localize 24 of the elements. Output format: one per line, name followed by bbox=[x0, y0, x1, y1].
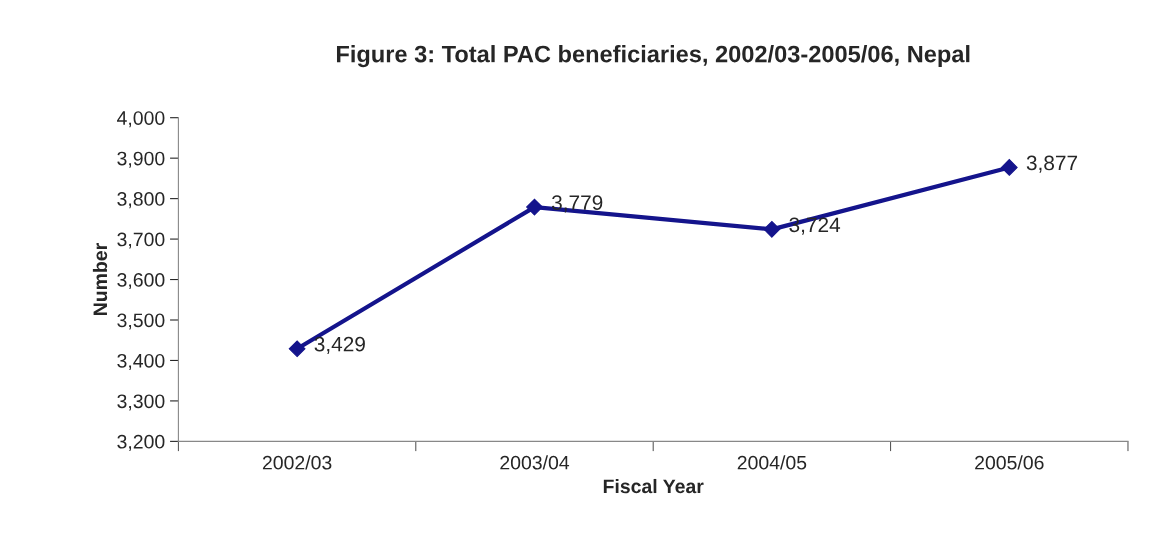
data-label: 3,779 bbox=[551, 195, 603, 213]
y-tick-label: 3,800 bbox=[117, 192, 165, 209]
x-tick-label: 2005/06 bbox=[975, 455, 1044, 470]
y-tick-label: 3,200 bbox=[117, 434, 165, 451]
y-axis-title: Number bbox=[92, 243, 108, 315]
point bbox=[763, 220, 781, 238]
x-tick-label: 2004/05 bbox=[737, 455, 807, 470]
data-label: 3,877 bbox=[1026, 155, 1078, 173]
point bbox=[1000, 159, 1018, 176]
y-tick-label: 3,500 bbox=[117, 313, 165, 330]
y-tick-label: 3,300 bbox=[117, 394, 165, 411]
y-tick-label: 4,000 bbox=[117, 111, 165, 128]
data-label: 3,724 bbox=[789, 217, 841, 235]
y-tick-label: 3,600 bbox=[117, 273, 165, 290]
chart-title: Figure 3: Total PAC beneficiaries, 2002/03-2005/06, Nepal bbox=[336, 45, 970, 68]
x-axis-title: Fiscal Year bbox=[603, 478, 704, 494]
y-tick-label: 3,400 bbox=[117, 353, 165, 370]
point bbox=[288, 340, 306, 358]
x-tick-label: 2003/04 bbox=[500, 455, 570, 470]
data-label: 3,429 bbox=[314, 336, 365, 354]
x-tick-label: 2002/03 bbox=[262, 455, 332, 470]
point bbox=[526, 198, 543, 216]
y-tick-label: 3,900 bbox=[117, 151, 165, 168]
y-tick-label: 3,700 bbox=[117, 232, 165, 249]
